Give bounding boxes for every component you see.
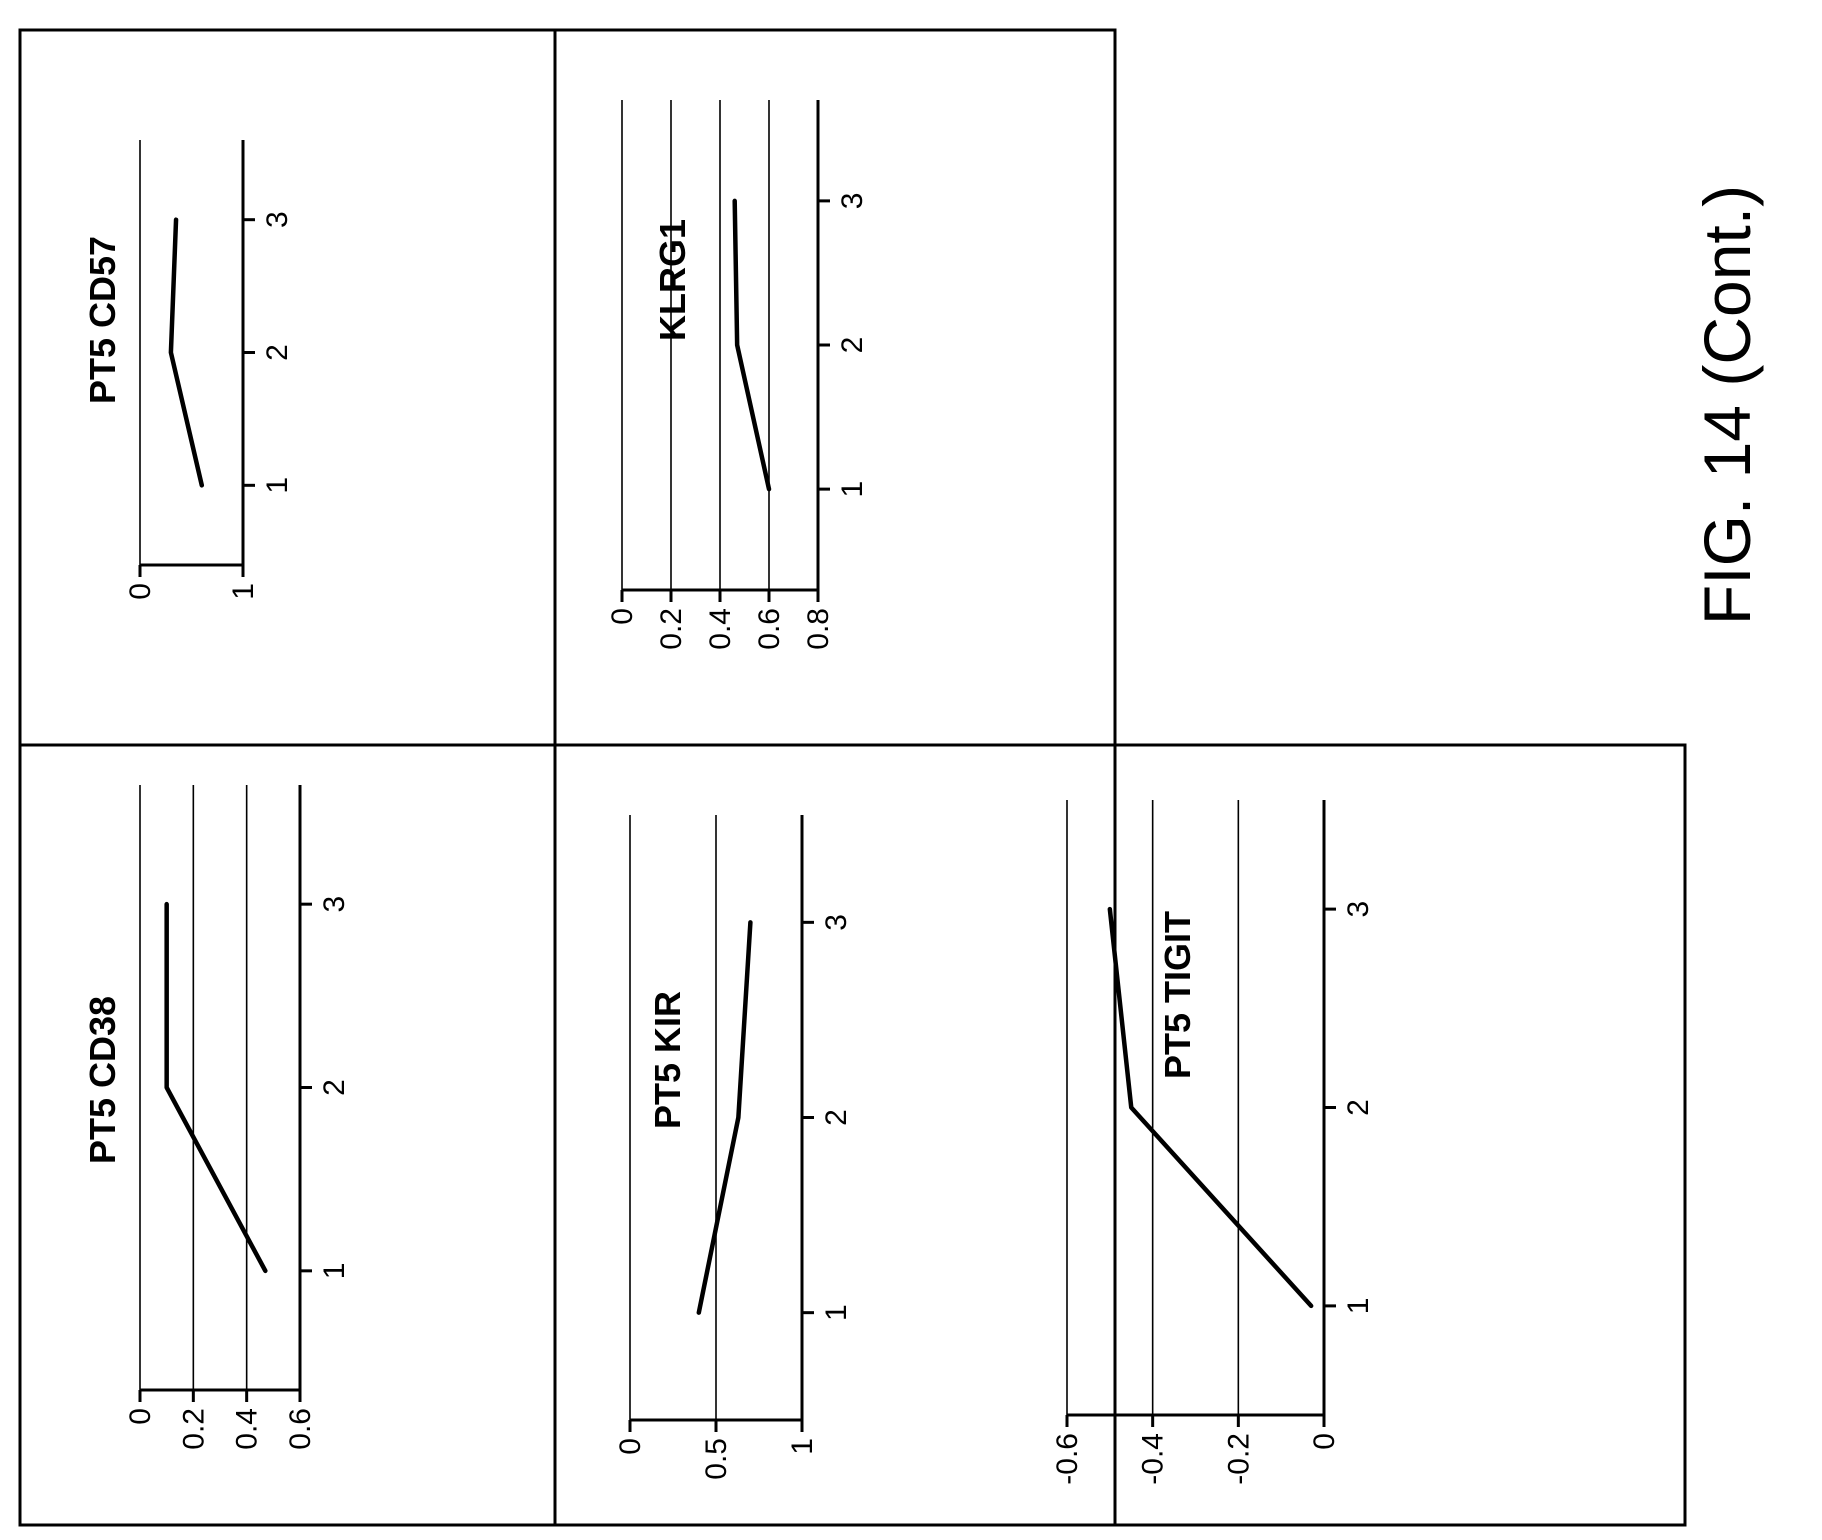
x-tick-label: 1: [836, 481, 869, 498]
series-line: [164, 901, 268, 1274]
series-line: [168, 217, 205, 488]
x-tick-label: 3: [836, 193, 869, 210]
y-tick-label: 1: [786, 1438, 819, 1455]
y-tick-label: 0: [124, 583, 157, 600]
panel-grid: [18, 28, 1687, 1527]
x-tick-label: 3: [261, 211, 294, 228]
y-tick-label: 0.6: [753, 608, 786, 650]
series-line: [732, 198, 772, 492]
x-tick-label: 2: [836, 337, 869, 354]
y-tick-label: -0.6: [1051, 1433, 1084, 1485]
panel-border-kir: [553, 743, 1117, 1527]
figure-caption: FIG. 14 (Cont.): [1690, 185, 1764, 625]
panel-title-kir: PT5 KIR: [647, 991, 688, 1129]
y-tick-label: 0: [124, 1408, 157, 1425]
x-tick-label: 1: [820, 1304, 853, 1321]
x-tick-label: 2: [318, 1079, 351, 1096]
x-tick-label: 2: [1342, 1099, 1375, 1116]
y-tick-label: 0.8: [802, 608, 835, 650]
plot-pt5-cd57: 0 1 1 2 3: [124, 140, 294, 600]
x-tick-label: 1: [261, 477, 294, 494]
y-tick-label: -0.4: [1137, 1433, 1170, 1485]
plot-pt5-cd38: 0 0.2 0.4 0.6 1 2 3: [124, 785, 351, 1450]
x-tick-label: 2: [820, 1109, 853, 1126]
panel-border-tigit: [1113, 743, 1687, 1527]
series-line: [1107, 906, 1314, 1309]
plot-pt5-kir: 0 0.5 1 1 2 3: [614, 815, 853, 1480]
x-tick-label: 2: [261, 344, 294, 361]
y-tick-label: 0.4: [231, 1408, 264, 1450]
panel-border-klrg1: [553, 28, 1117, 747]
x-tick-label: 3: [1342, 901, 1375, 918]
y-tick-label: 0: [606, 608, 639, 625]
y-tick-label: 0.2: [177, 1408, 210, 1450]
x-tick-label: 3: [318, 896, 351, 913]
x-tick-label: 1: [318, 1262, 351, 1279]
y-tick-label: 0: [614, 1438, 647, 1455]
panel-title-cd57: PT5 CD57: [82, 236, 123, 404]
y-tick-label: 0.4: [704, 608, 737, 650]
y-tick-label: 0.2: [655, 608, 688, 650]
x-tick-label: 3: [820, 914, 853, 931]
y-tick-label: 0.6: [284, 1408, 317, 1450]
plot-pt5-tigit: 0 -0.2 -0.4 -0.6 1 2 3: [1051, 800, 1375, 1485]
panel-title-klrg1: KLRG1: [652, 219, 693, 341]
panel-title-cd38: PT5 CD38: [82, 996, 123, 1164]
y-tick-label: 0.5: [700, 1438, 733, 1480]
panel-title-tigit: PT5 TIGIT: [1157, 911, 1198, 1079]
plot-klrg1: 0 0.2 0.4 0.6 0.8 1 2 3: [606, 100, 869, 650]
rotated-figure: PT5 CD57 PT5 CD38 KLRG1 PT5 KIR PT5 TIGI…: [18, 28, 1764, 1527]
series-line: [696, 920, 753, 1315]
x-tick-label: 1: [1342, 1298, 1375, 1315]
y-tick-label: -0.2: [1222, 1433, 1255, 1485]
y-tick-label: 0: [1308, 1433, 1341, 1450]
y-tick-label: 1: [227, 583, 260, 600]
